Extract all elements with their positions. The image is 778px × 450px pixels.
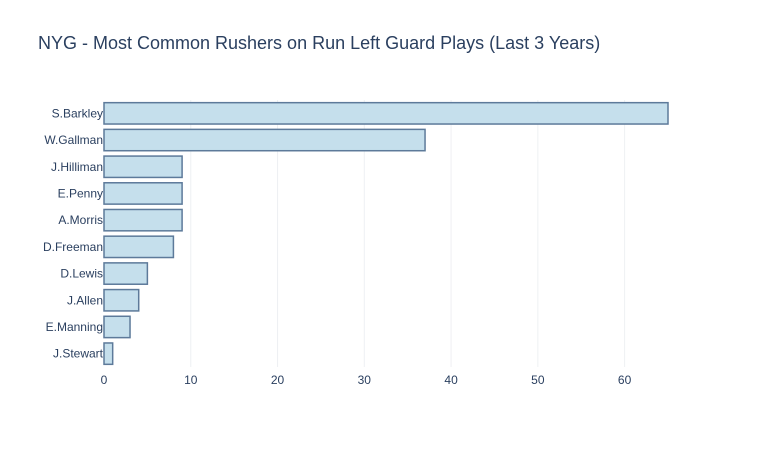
x-tick-label: 60: [618, 373, 632, 387]
bar-w-gallman: [103, 128, 426, 152]
bar-d-lewis: [103, 262, 149, 285]
bar-e-penny: [103, 182, 183, 205]
y-tick-label: E.Penny: [58, 186, 103, 200]
y-tick-label: D.Lewis: [60, 267, 103, 281]
y-tick-labels: S.Barkley W.Gallman J.Hilliman E.Penny A.Mor…: [43, 106, 104, 360]
x-tick-label: 40: [444, 373, 458, 387]
bar-d-freeman: [103, 235, 175, 259]
y-tick-label: D.Freeman: [43, 240, 103, 254]
y-tick-label: S.Barkley: [52, 106, 103, 120]
x-tick-label: 0: [101, 373, 108, 387]
bar-j-stewart: [103, 342, 114, 366]
bar-s-barkley: [103, 101, 669, 125]
grid-lines: [190, 100, 626, 367]
y-tick-label: J.Hilliman: [51, 160, 103, 174]
y-tick-label: J.Allen: [67, 293, 103, 307]
y-tick-label: W.Gallman: [44, 133, 103, 147]
y-tick-label: J.Stewart: [53, 347, 104, 361]
x-tick-label: 10: [184, 373, 198, 387]
x-tick-label: 20: [271, 373, 285, 387]
bars: [103, 101, 669, 366]
bar-a-morris: [103, 208, 183, 232]
x-tick-label: 30: [358, 373, 372, 387]
x-tick-label: 50: [531, 373, 545, 387]
bar-j-hilliman: [103, 155, 183, 179]
chart-title: NYG - Most Common Rushers on Run Left Gu…: [38, 33, 601, 53]
y-tick-label: A.Morris: [58, 213, 103, 227]
x-tick-labels: 0 10 20 30 40 50 60: [101, 373, 632, 387]
bar-e-manning: [103, 315, 131, 339]
y-tick-label: E.Manning: [46, 320, 103, 334]
bar-j-allen: [103, 288, 140, 312]
